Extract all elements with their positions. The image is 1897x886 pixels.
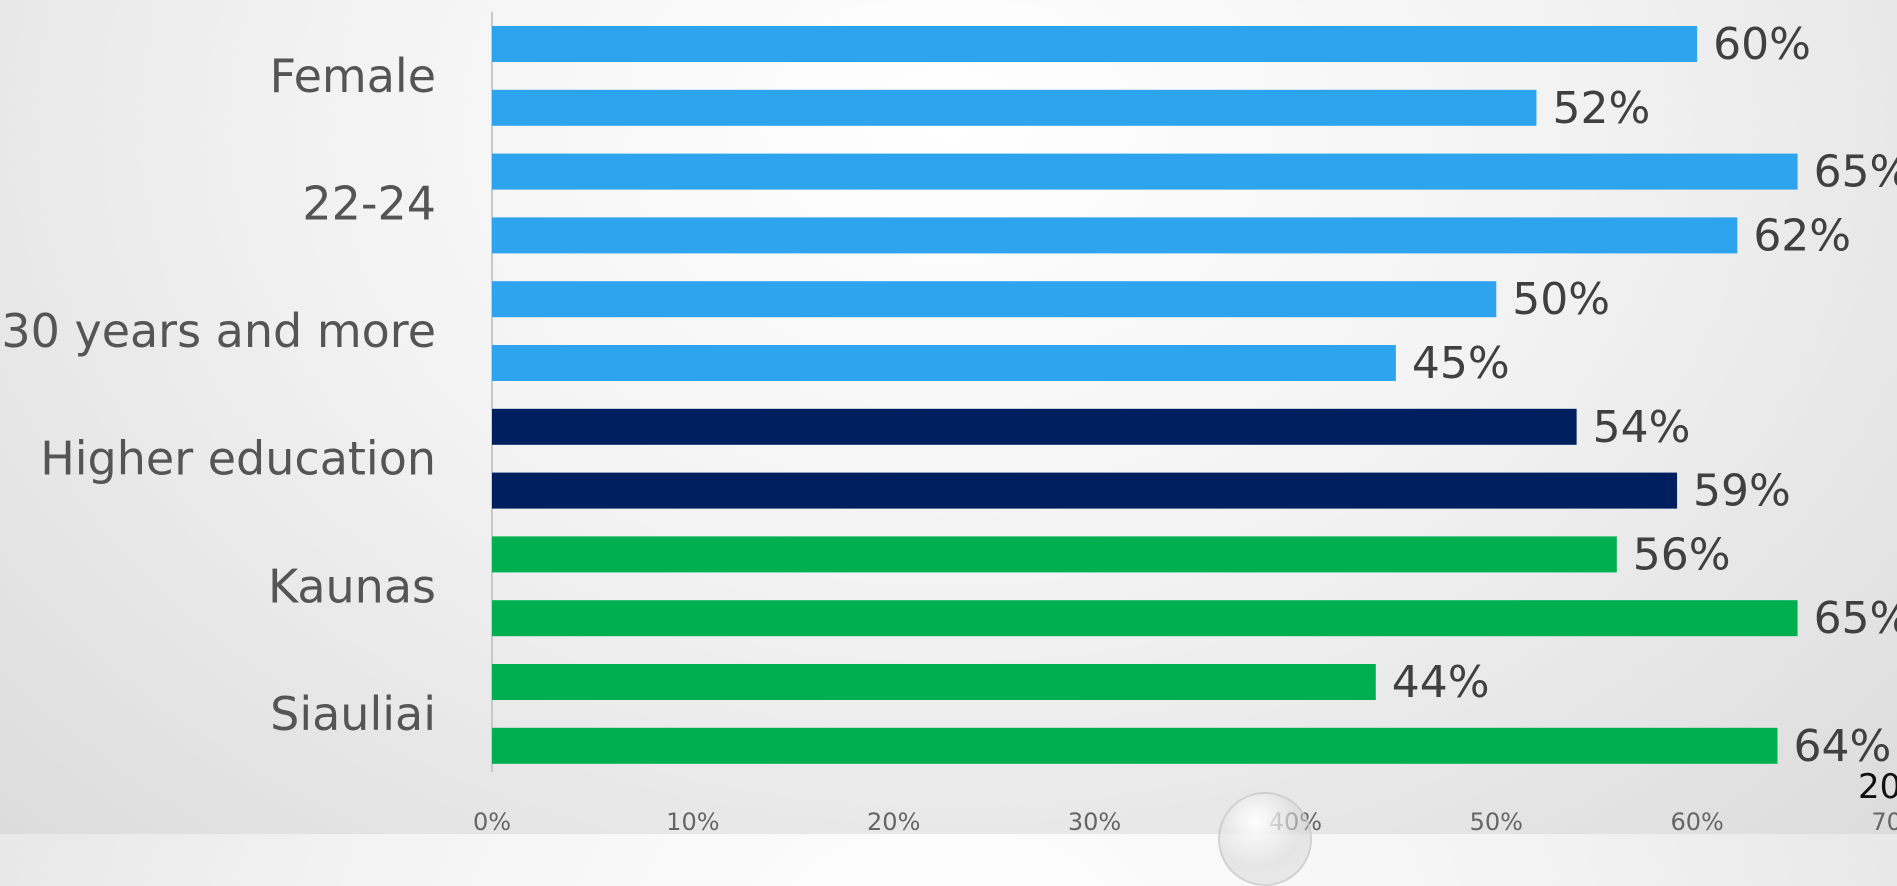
category-label: Female [270, 49, 436, 103]
bar-chart: Female 22-24 30 years and more Higher educa… [1, 12, 1897, 834]
x-tick-label: 10% [666, 808, 719, 834]
bar [492, 472, 1678, 509]
data-label: 45% [1412, 338, 1510, 389]
data-label: 54% [1593, 402, 1691, 453]
bar [492, 727, 1778, 764]
decorative-sphere [1218, 792, 1312, 886]
bar [492, 664, 1376, 700]
bar [492, 89, 1537, 126]
bar [492, 600, 1798, 637]
category-label: Kaunas [268, 559, 436, 613]
bars [492, 26, 1798, 764]
data-label: 44% [1392, 657, 1490, 708]
data-label: 56% [1633, 529, 1731, 580]
bar [492, 217, 1738, 254]
x-tick-label: 70% [1871, 808, 1897, 834]
x-axis-ticks: 0%10%20%30%40%50%60%70% [473, 808, 1897, 834]
x-tick-label: 30% [1068, 808, 1121, 834]
category-label: Higher education [40, 432, 436, 486]
bar [492, 281, 1497, 318]
data-label: 64% [1793, 721, 1891, 772]
bar [492, 153, 1798, 190]
corner-note: 20 [1858, 767, 1897, 807]
bar [492, 536, 1617, 573]
category-label: Siauliai [270, 687, 436, 741]
data-label: 65% [1814, 593, 1897, 644]
value-labels: 60% 52% 65% 62% 50%45% 54%59% 56% 65% 44% 64% [1392, 19, 1897, 772]
bar [492, 26, 1698, 62]
data-label: 65% [1814, 147, 1897, 198]
data-label: 60% [1713, 19, 1811, 70]
x-tick-label: 0% [473, 808, 511, 834]
category-label: 30 years and more [1, 304, 436, 358]
bar [492, 408, 1577, 445]
x-tick-label: 20% [867, 808, 920, 834]
data-label: 59% [1693, 466, 1791, 517]
data-label: 50% [1512, 274, 1610, 325]
category-label: 22-24 [302, 177, 436, 231]
category-labels: Female 22-24 30 years and more Higher educa… [1, 49, 436, 741]
x-tick-label: 50% [1470, 808, 1523, 834]
bar [492, 345, 1396, 381]
data-label: 62% [1753, 210, 1851, 261]
x-tick-label: 60% [1670, 808, 1723, 834]
data-label: 52% [1552, 83, 1650, 134]
